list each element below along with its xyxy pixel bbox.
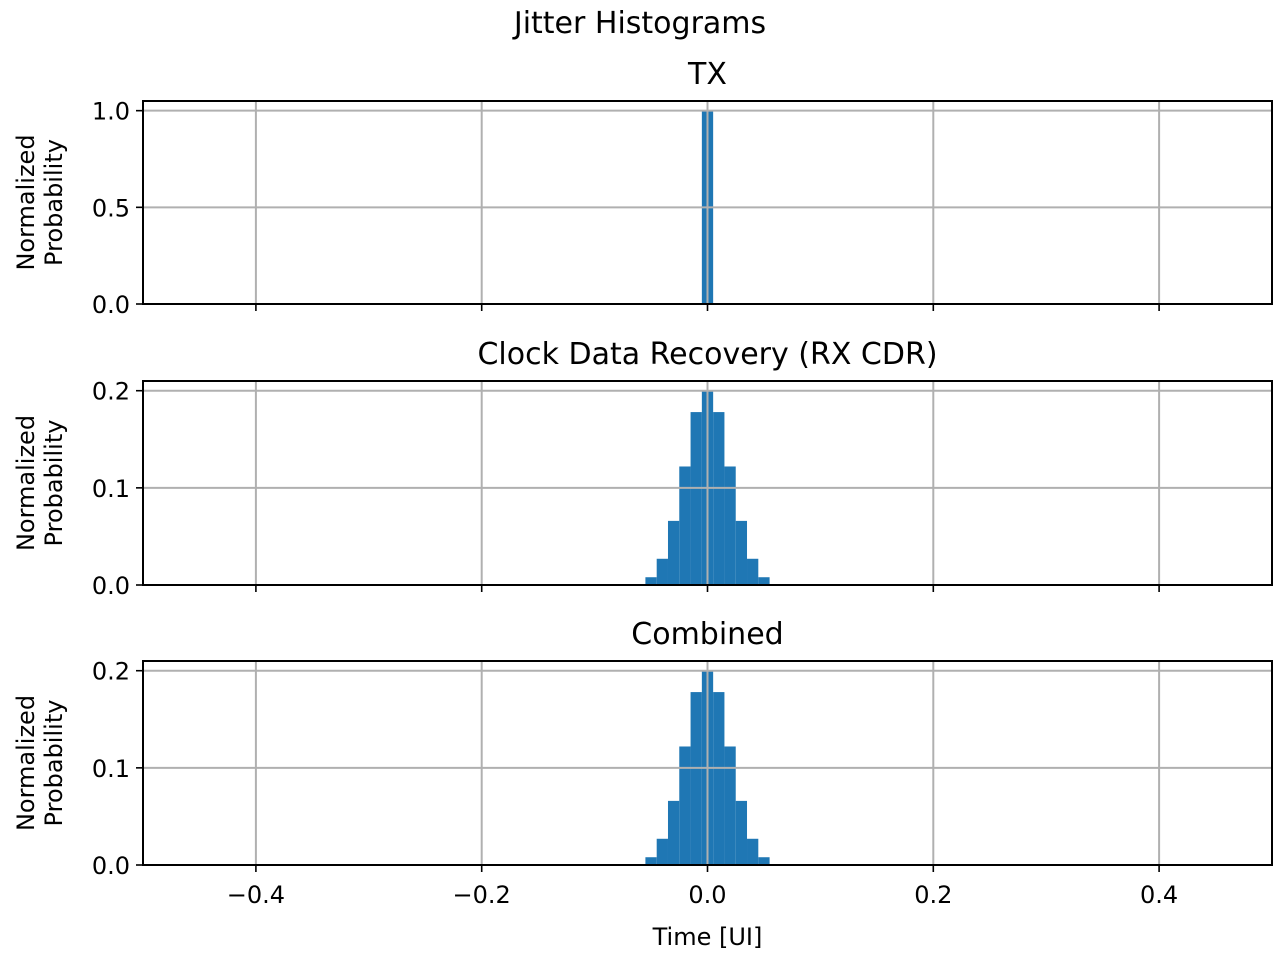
y-axis-label: NormalizedProbability	[12, 134, 68, 270]
y-tick-label: 0.5	[92, 194, 130, 222]
histogram-bar	[724, 746, 736, 865]
figure-title: Jitter Histograms	[512, 6, 766, 41]
histogram-bar	[735, 800, 748, 865]
y-tick-label: 0.1	[92, 755, 130, 783]
y-axis-label-line: Probability	[40, 139, 68, 266]
x-tick-label: 0.4	[1140, 881, 1178, 909]
histogram-bar	[713, 412, 725, 585]
y-axis-label-line: Normalized	[12, 134, 40, 270]
y-tick-label: 0.2	[92, 658, 130, 686]
histogram-panel-1: TX 0.0 0.5 1.0 NormalizedProbability	[12, 57, 1273, 319]
y-tick-label: 0.1	[92, 475, 130, 503]
y-tick-label: 1.0	[92, 98, 130, 126]
y-axis-label-line: Normalized	[12, 695, 40, 831]
histogram-bar	[679, 466, 691, 585]
y-tick-label: 0.0	[92, 852, 130, 880]
x-tick-label: 0.2	[914, 881, 952, 909]
histogram-bar	[656, 558, 668, 585]
y-axis-label-line: Probability	[40, 700, 68, 827]
panel-title: Clock Data Recovery (RX CDR)	[477, 337, 937, 372]
y-tick-label: 0.0	[92, 572, 130, 600]
histogram-bar	[667, 520, 680, 585]
histogram-bar	[758, 577, 770, 585]
histogram-panel-3: Combined −0.4 −0.2 0.0 0.2 0.4 0.0 0.1 0.2 Normal…	[12, 617, 1273, 951]
histogram-bar	[667, 800, 680, 865]
y-axis-label: NormalizedProbability	[12, 415, 68, 551]
x-tick-label: −0.4	[227, 881, 285, 909]
histogram-bar	[735, 520, 748, 585]
x-axis-label: Time [UI]	[652, 923, 763, 951]
histogram-bar	[656, 838, 668, 865]
x-tick-label: −0.2	[453, 881, 511, 909]
histogram-bar	[645, 857, 657, 865]
y-axis-label: NormalizedProbability	[12, 695, 68, 831]
y-axis-label-line: Normalized	[12, 415, 40, 551]
histogram-bar	[679, 746, 691, 865]
x-tick-label: 0.0	[688, 881, 726, 909]
y-tick-label: 0.0	[92, 291, 130, 319]
panel-title: TX	[687, 57, 727, 92]
histogram-bar	[758, 857, 770, 865]
y-axis-label-line: Probability	[40, 420, 68, 547]
histogram-bar	[690, 692, 702, 865]
histogram-bar	[645, 577, 657, 585]
panel-title: Combined	[631, 617, 783, 652]
histogram-panel-2: Clock Data Recovery (RX CDR) 0.0 0.1 0.2 Nor…	[12, 337, 1273, 600]
histogram-bar	[690, 412, 702, 585]
histogram-bar	[724, 466, 736, 585]
histogram-bar	[747, 838, 759, 865]
histogram-bar	[713, 692, 725, 865]
y-tick-label: 0.2	[92, 378, 130, 406]
histogram-bar	[747, 558, 759, 585]
